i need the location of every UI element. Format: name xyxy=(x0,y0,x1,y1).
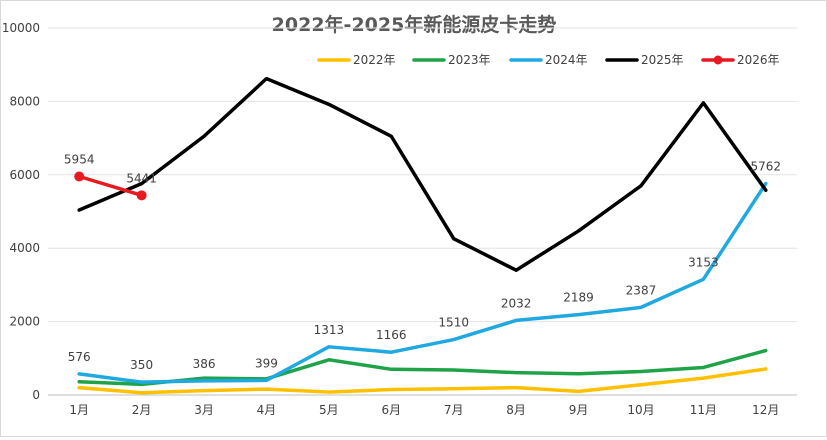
data-label: 1313 xyxy=(314,323,345,337)
series-line-2026年 xyxy=(77,174,144,198)
legend-marker xyxy=(713,55,723,65)
series-line-2022年 xyxy=(77,367,768,395)
x-tick-label: 6月 xyxy=(381,403,401,417)
x-tick-label: 5月 xyxy=(319,403,339,417)
data-point xyxy=(136,190,147,201)
data-label: 576 xyxy=(68,350,91,364)
data-point xyxy=(74,171,85,182)
data-labels: 576 350 386 399 1313 1166 1510 2032 2189 2387 3153… xyxy=(64,152,781,372)
legend: 2022年 2023年 2024年 2025年 2026年 xyxy=(317,53,780,67)
data-label: 2387 xyxy=(626,283,657,297)
data-label: 5762 xyxy=(751,160,782,174)
x-tick-label: 7月 xyxy=(444,403,464,417)
legend-label: 2023年 xyxy=(448,53,491,67)
y-tick-label: 4000 xyxy=(9,241,40,255)
x-axis-ticks: 1月 2月 3月 4月 5月 6月 7月 8月 9月 10月 11月 12月 xyxy=(69,403,779,417)
x-tick-label: 11月 xyxy=(690,403,717,417)
y-tick-label: 2000 xyxy=(9,315,40,329)
x-tick-label: 8月 xyxy=(506,403,526,417)
series-lines xyxy=(74,76,768,395)
x-tick-label: 4月 xyxy=(257,403,277,417)
chart-title: 2022年-2025年新能源皮卡走势 xyxy=(272,13,557,36)
data-label: 5441 xyxy=(126,171,157,185)
y-axis-ticks: 0 2000 4000 6000 8000 10000 xyxy=(2,21,40,402)
data-label: 350 xyxy=(130,358,153,372)
x-tick-label: 10月 xyxy=(627,403,654,417)
x-tick-label: 1月 xyxy=(69,403,89,417)
data-label: 399 xyxy=(255,356,278,370)
data-label: 1510 xyxy=(438,316,469,330)
legend-label: 2024年 xyxy=(545,53,588,67)
data-label: 3153 xyxy=(688,255,719,269)
legend-label: 2025年 xyxy=(641,53,684,67)
legend-label: 2022年 xyxy=(353,53,396,67)
y-tick-label: 0 xyxy=(32,388,40,402)
y-tick-label: 6000 xyxy=(9,168,40,182)
data-label: 1166 xyxy=(376,328,407,342)
y-tick-label: 10000 xyxy=(2,21,40,35)
legend-label: 2026年 xyxy=(737,53,780,67)
x-tick-label: 12月 xyxy=(752,403,779,417)
data-label: 386 xyxy=(193,357,216,371)
series-line-2025年 xyxy=(77,76,768,272)
data-label: 2032 xyxy=(501,296,532,310)
data-label: 5954 xyxy=(64,152,95,166)
series-line-2024年 xyxy=(77,181,768,384)
y-tick-label: 8000 xyxy=(9,94,40,108)
x-tick-label: 3月 xyxy=(194,403,214,417)
x-tick-label: 9月 xyxy=(569,403,589,417)
gridlines xyxy=(48,27,797,396)
data-label: 2189 xyxy=(563,291,594,305)
x-tick-label: 2月 xyxy=(132,403,152,417)
series-line-2023年 xyxy=(77,348,768,387)
